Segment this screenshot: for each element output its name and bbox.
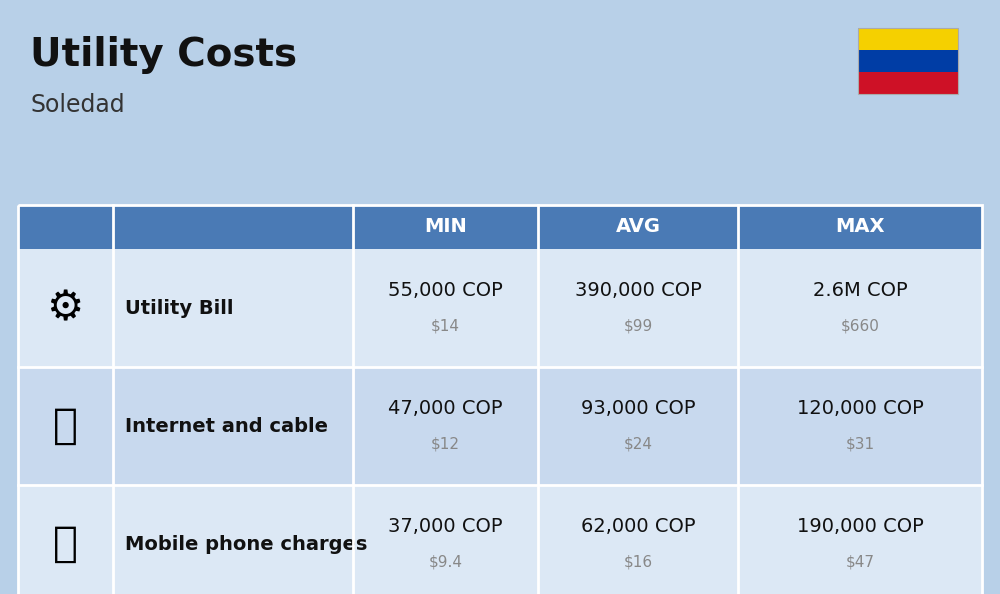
Text: 📶: 📶 (53, 405, 78, 447)
Text: 47,000 COP: 47,000 COP (388, 399, 503, 418)
Bar (18, 367, 982, 485)
Text: Utility Bill: Utility Bill (125, 299, 234, 318)
Bar (858, 28, 958, 94)
Text: 📱: 📱 (53, 523, 78, 565)
Text: Mobile phone charges: Mobile phone charges (125, 535, 367, 554)
Text: $99: $99 (623, 318, 653, 333)
Text: Utility Costs: Utility Costs (30, 36, 297, 74)
Text: $16: $16 (623, 555, 653, 570)
Text: 55,000 COP: 55,000 COP (388, 280, 503, 299)
Text: MIN: MIN (424, 217, 467, 236)
Bar (18, 205, 982, 594)
Text: Internet and cable: Internet and cable (125, 416, 328, 435)
Text: 93,000 COP: 93,000 COP (581, 399, 695, 418)
Bar (18, 205, 982, 249)
Bar (858, 28, 958, 50)
Bar (858, 72, 958, 94)
Text: $14: $14 (431, 318, 460, 333)
Text: $660: $660 (841, 318, 879, 333)
Bar (18, 485, 982, 594)
Text: 62,000 COP: 62,000 COP (581, 517, 695, 536)
Bar (858, 50, 958, 72)
Text: $9.4: $9.4 (428, 555, 462, 570)
Text: AVG: AVG (616, 217, 660, 236)
Text: $12: $12 (431, 437, 460, 451)
Bar (18, 249, 982, 367)
Text: 390,000 COP: 390,000 COP (575, 280, 701, 299)
Text: 120,000 COP: 120,000 COP (797, 399, 923, 418)
Text: $47: $47 (846, 555, 874, 570)
Text: $24: $24 (624, 437, 652, 451)
Text: $31: $31 (845, 437, 875, 451)
Text: 190,000 COP: 190,000 COP (797, 517, 923, 536)
Text: 2.6M COP: 2.6M COP (813, 280, 907, 299)
Text: MAX: MAX (835, 217, 885, 236)
Text: Soledad: Soledad (30, 93, 125, 117)
Text: 37,000 COP: 37,000 COP (388, 517, 503, 536)
Text: ⚙️: ⚙️ (47, 287, 84, 329)
